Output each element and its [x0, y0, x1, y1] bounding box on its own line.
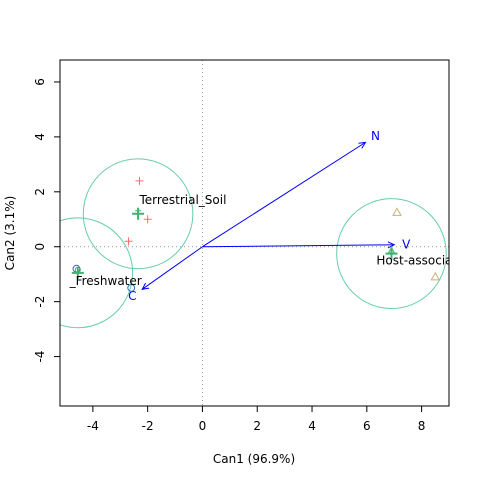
vector-arrowhead: [141, 282, 150, 290]
group-label: Host-associated_Gastrointesti: [376, 254, 480, 268]
centroid-marker: [387, 246, 396, 254]
vector-line: [202, 244, 395, 248]
vector-arrowhead: [358, 141, 367, 149]
y-tick-label: 6: [33, 78, 47, 86]
x-tick-label: 6: [363, 419, 371, 433]
centroid-marker: [135, 207, 142, 214]
y-axis-title: Can2 (3.1%): [3, 196, 17, 271]
y-tick-label: -4: [33, 351, 47, 363]
vector-label: C: [128, 289, 136, 303]
vector-label: V: [402, 238, 411, 252]
data-point: [430, 271, 441, 281]
x-tick-label: 2: [253, 419, 261, 433]
data-point: [392, 207, 402, 216]
x-tick-label: 4: [308, 419, 316, 433]
centroid-marker: [74, 266, 81, 273]
data-point: [127, 284, 136, 292]
y-tick-label: 4: [33, 133, 47, 141]
data-point: [124, 237, 133, 246]
group-label: Terrestrial_Soil: [138, 193, 226, 207]
x-tick-label: 0: [199, 419, 207, 433]
vector-arrowhead: [387, 241, 396, 249]
group-label: _Freshwater: [69, 274, 142, 288]
x-tick-label: -2: [142, 419, 154, 433]
data-point: [143, 215, 152, 224]
y-tick-label: 2: [33, 188, 47, 196]
group-centroid: [385, 247, 398, 260]
biplot-vectors: N V C: [128, 129, 411, 303]
confidence-circle: [336, 198, 447, 310]
axes: -4 -2 0 2 4 6 8 -4 -2 0 2 4 6: [33, 78, 425, 433]
vector-label: N: [371, 129, 380, 143]
x-axis-title: Can1 (96.9%): [213, 452, 295, 466]
data-points: [71, 176, 441, 292]
group-labels: Terrestrial_Soil _Freshwater Host-associat…: [69, 193, 480, 288]
confidence-circle: [82, 158, 194, 270]
confidence-circles: [60, 158, 447, 329]
y-tick-label: 0: [33, 243, 47, 251]
data-point: [135, 176, 144, 185]
reference-lines: [60, 60, 449, 406]
vector-line: [202, 141, 366, 248]
y-tick-label: -2: [33, 296, 47, 308]
vector-line: [141, 246, 203, 290]
x-tick-label: -4: [87, 419, 99, 433]
x-tick-label: 8: [418, 419, 426, 433]
confidence-circle: [60, 217, 134, 329]
